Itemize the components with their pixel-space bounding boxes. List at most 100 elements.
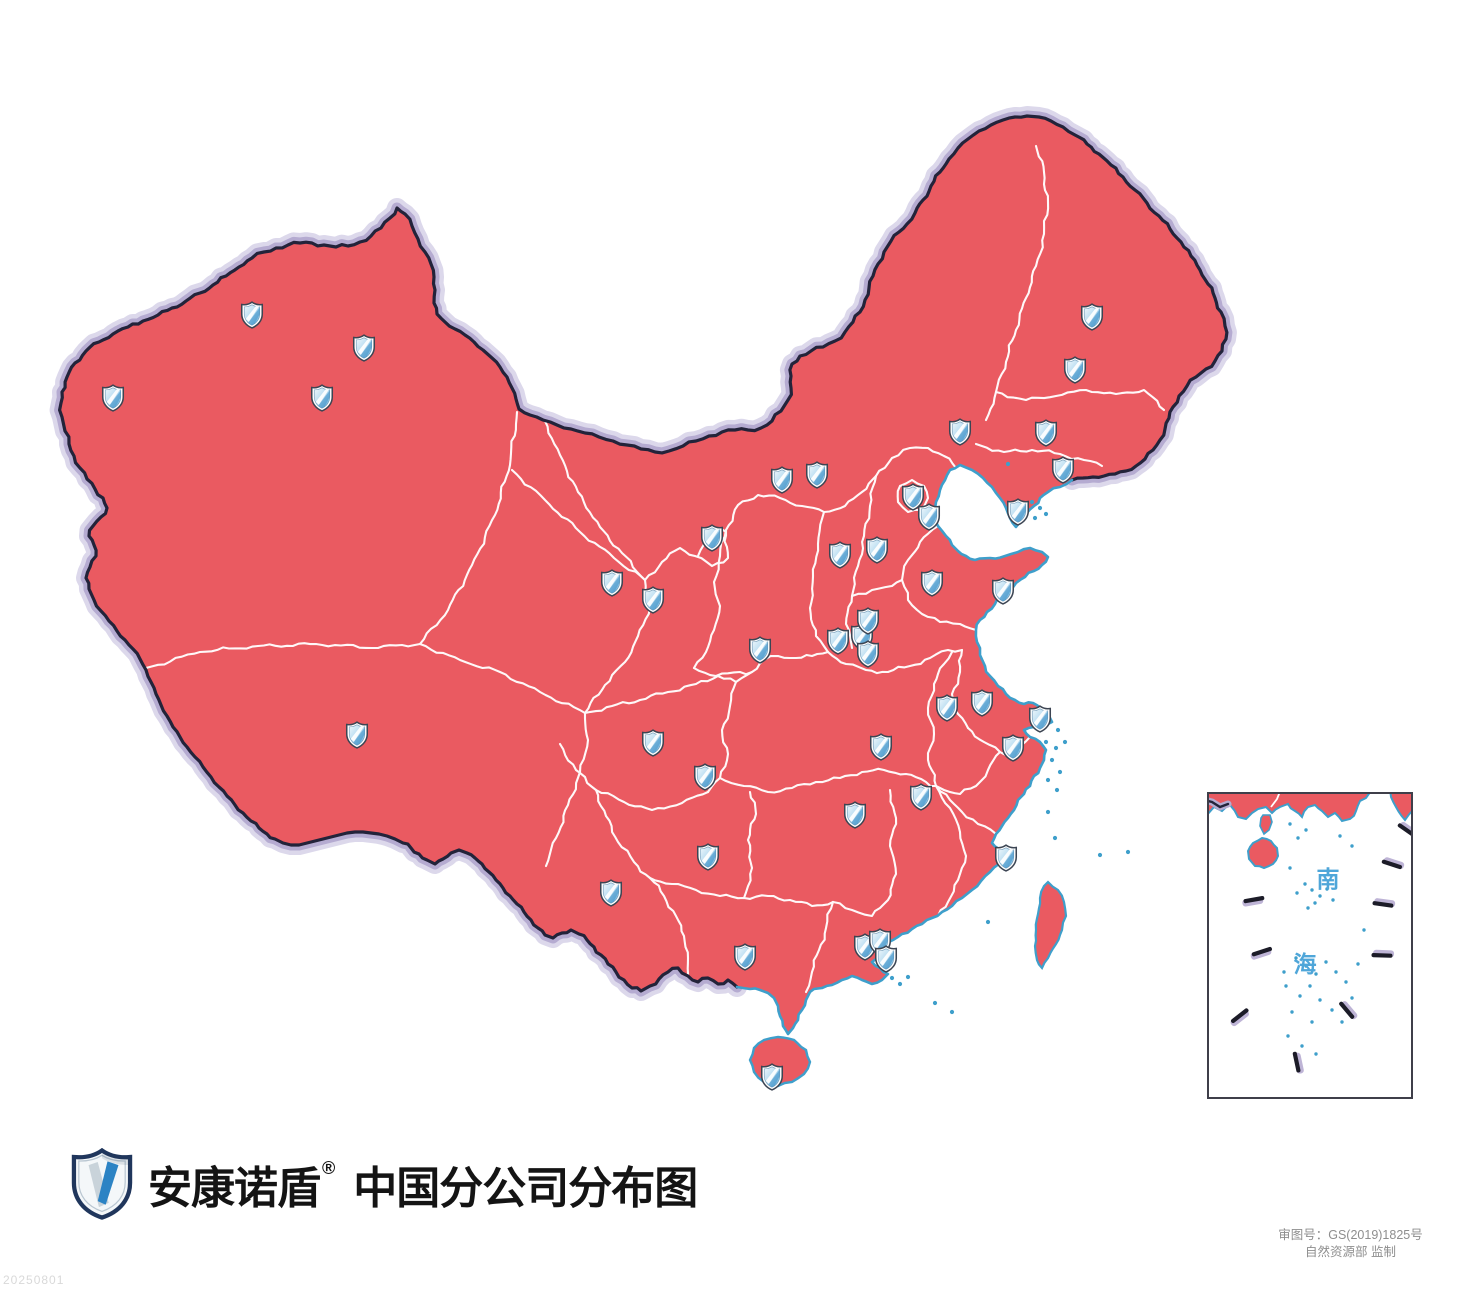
inset-island-dot: [1344, 980, 1348, 984]
inset-island-dot: [1308, 984, 1312, 988]
nine-dash-segment: [1230, 1008, 1249, 1027]
branch-shield-marker: [805, 461, 829, 489]
inset-island-dot: [1356, 962, 1360, 966]
branch-shield-marker: [917, 503, 941, 531]
inset-island-dot: [1324, 960, 1328, 964]
inset-island-dot: [1288, 822, 1292, 826]
small-island-dot: [932, 1000, 938, 1006]
branch-shield-marker: [843, 801, 867, 829]
inset-island-dot: [1294, 956, 1298, 960]
small-island-dot: [1062, 739, 1068, 745]
inset-hainan: [1246, 836, 1280, 870]
inset-province-line: [1270, 793, 1281, 808]
small-island-dot: [949, 1009, 955, 1015]
branch-shield-marker: [826, 627, 850, 655]
branch-shield-marker: [874, 945, 898, 973]
china-territory: [59, 116, 1227, 1034]
inset-island-dot: [1303, 882, 1307, 886]
small-island-dot: [1037, 505, 1043, 511]
nine-dash-segment: [1292, 1051, 1304, 1074]
inset-island-dot: [1290, 1010, 1294, 1014]
inset-island-dot: [1313, 901, 1317, 905]
inset-leizhou: [1259, 814, 1273, 836]
small-island-dot: [1032, 515, 1038, 521]
branch-shield-marker: [935, 694, 959, 722]
inset-island-dot: [1296, 836, 1300, 840]
nine-dash-segment: [1371, 949, 1395, 958]
branch-shield-marker: [101, 384, 125, 412]
branch-shield-marker: [641, 729, 665, 757]
inset-island-dot: [1350, 996, 1354, 1000]
small-island-dot: [985, 919, 991, 925]
small-island-dot: [897, 981, 903, 987]
small-island-dot: [1043, 511, 1049, 517]
branch-shield-marker: [770, 466, 794, 494]
branch-shield-marker: [1051, 456, 1075, 484]
small-island-dot: [1054, 787, 1060, 793]
inset-island-dot: [1300, 1044, 1304, 1048]
branch-shield-marker: [345, 721, 369, 749]
small-island-dot: [1049, 757, 1055, 763]
inset-label-hai: 海: [1294, 951, 1317, 977]
branch-shield-marker: [948, 418, 972, 446]
province-borders: [144, 144, 1166, 994]
branch-shield-marker: [748, 636, 772, 664]
small-island-dot: [1052, 835, 1058, 841]
registered-trademark: ®: [322, 1157, 336, 1178]
small-island-dot: [1005, 461, 1011, 467]
inset-island-dot: [1298, 994, 1302, 998]
inset-island-dot: [1314, 972, 1318, 976]
inset-island-dot: [1331, 898, 1335, 902]
branch-shield-marker: [696, 843, 720, 871]
small-island-dot: [1055, 727, 1061, 733]
branch-shield-marker: [693, 763, 717, 791]
branch-shield-marker: [1001, 734, 1025, 762]
branch-shield-marker: [991, 577, 1015, 605]
inset-island-dot: [1318, 998, 1322, 1002]
inset-island-dot: [1282, 970, 1286, 974]
branch-shield-marker: [1034, 419, 1058, 447]
small-island-dot: [889, 975, 895, 981]
inset-island-dot: [1362, 928, 1366, 932]
branch-shield-marker: [1063, 356, 1087, 384]
branch-shield-marker: [733, 943, 757, 971]
national-border: [58, 114, 1229, 993]
branch-shield-marker: [352, 334, 376, 362]
inset-island-dot: [1306, 906, 1310, 910]
inset-label-nan: 南: [1317, 866, 1340, 892]
brand-name: 安康诺盾: [148, 1164, 321, 1213]
inset-land-border: [1208, 799, 1230, 809]
inset-island-dot: [1310, 1020, 1314, 1024]
company-logo-shield-icon: [71, 1148, 133, 1220]
small-island-dot: [1057, 769, 1063, 775]
inset-island-dot: [1286, 1034, 1290, 1038]
small-island-dot: [1029, 499, 1035, 505]
inset-frame: [1207, 792, 1413, 1099]
taiwan-island: [1033, 880, 1068, 971]
branch-shield-marker: [920, 569, 944, 597]
inset-island-dot: [1338, 834, 1342, 838]
branch-shield-marker: [1028, 705, 1052, 733]
small-island-dot: [1125, 849, 1131, 855]
branch-shield-marker: [599, 879, 623, 907]
branch-shield-marker: [1006, 498, 1030, 526]
brand-row: 安康诺盾 ® 中国分公司分布图: [70, 1148, 698, 1220]
inset-island-dot: [1284, 984, 1288, 988]
branch-shield-marker: [828, 541, 852, 569]
branch-shield-marker: [970, 689, 994, 717]
branch-shield-marker: [310, 384, 334, 412]
branch-shield-marker: [994, 844, 1018, 872]
inset-island-dot: [1340, 1020, 1344, 1024]
small-island-dot: [1097, 852, 1103, 858]
small-island-dot: [1043, 739, 1049, 745]
branch-shield-marker: [240, 301, 264, 329]
inset-island-dot: [1330, 1008, 1334, 1012]
inset-island-dot: [1295, 891, 1299, 895]
nine-dash-segment: [1339, 1001, 1358, 1020]
small-island-dot: [1045, 809, 1051, 815]
branch-shield-marker: [760, 1063, 784, 1091]
inset-island-dot: [1314, 1052, 1318, 1056]
branch-shield-marker: [1080, 303, 1104, 331]
nine-dash-segment: [1372, 898, 1396, 908]
branch-shield-marker: [856, 607, 880, 635]
